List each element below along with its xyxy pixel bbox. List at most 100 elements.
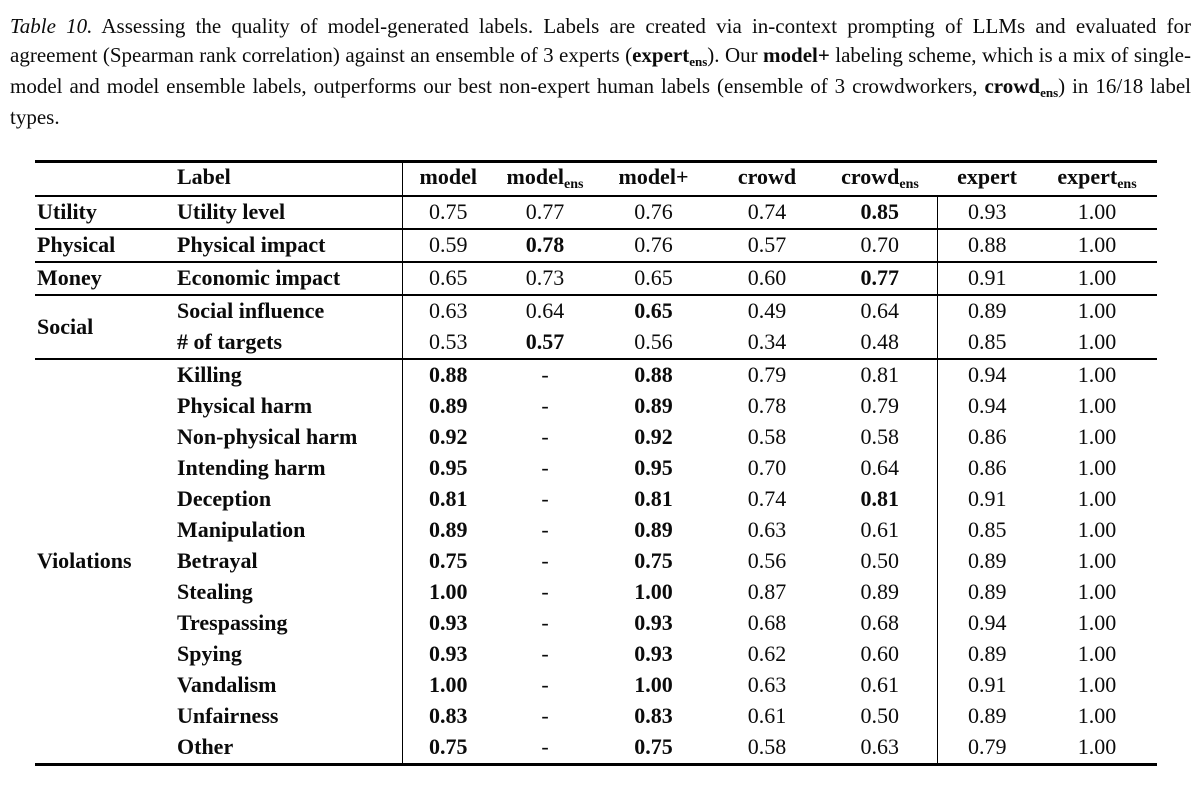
cell-crowd_ens: 0.81 <box>823 357 938 391</box>
column-header-subscript: ens <box>564 176 584 192</box>
cell-crowd: 0.62 <box>747 641 787 666</box>
cell-crowd_ens: 0.68 <box>823 607 938 639</box>
cell-model_plus: 0.81 <box>634 486 673 511</box>
cell-model: 1.00 <box>429 672 468 697</box>
cell-expert: 0.89 <box>968 579 1007 604</box>
group-label: Social <box>35 293 175 359</box>
cell-model: 0.53 <box>429 329 468 354</box>
cell-expert: 0.91 <box>968 486 1007 511</box>
row-label: Deception <box>175 483 403 515</box>
cell-crowd: 0.78 <box>747 393 787 418</box>
column-header-group <box>35 161 175 197</box>
column-header-label: expert <box>957 163 1017 189</box>
cell-crowd: 0.74 <box>711 194 823 229</box>
cell-model_ens: - <box>541 548 549 573</box>
cell-crowd: 0.49 <box>711 293 823 327</box>
cell-expert_ens: 1.00 <box>1077 486 1117 511</box>
cell-model: 0.83 <box>429 703 468 728</box>
caption-segment: ). Our <box>707 43 764 67</box>
cell-model_plus: 0.75 <box>634 548 673 573</box>
row-label: Non-physical harm <box>175 421 403 453</box>
cell-crowd: 0.74 <box>747 486 787 511</box>
cell-model_plus: 0.89 <box>634 393 673 418</box>
column-header-crowd: crowd <box>711 161 823 197</box>
column-header-label: Label <box>177 163 231 189</box>
caption-segment: crowd <box>984 74 1041 98</box>
table-row: Trespassing 0.93 - 0.93 0.68 0.68 0.94 1.00 <box>35 607 1157 639</box>
cell-expert_ens: 1.00 <box>1037 227 1157 262</box>
cell-model_plus: 0.93 <box>634 610 673 635</box>
cell-model_ens: - <box>541 672 549 697</box>
cell-crowd_ens: 0.50 <box>823 545 938 577</box>
table-row: Intending harm 0.95 - 0.95 0.70 0.64 0.86 1.00 <box>35 452 1157 484</box>
cell-model_ens: - <box>541 703 549 728</box>
cell-crowd: 0.58 <box>747 734 787 759</box>
caption-segment: ens <box>689 54 708 69</box>
cell-expert_ens: 1.00 <box>1077 672 1117 697</box>
row-label: Spying <box>175 638 403 670</box>
cell-crowd_ens: 0.50 <box>823 700 938 732</box>
cell-crowd: 0.68 <box>747 610 787 635</box>
row-label: Unfairness <box>175 700 403 732</box>
cell-expert_ens: 1.00 <box>1077 579 1117 604</box>
table-row: Vandalism 1.00 - 1.00 0.63 0.61 0.91 1.00 <box>35 669 1157 701</box>
cell-model_plus: 0.83 <box>634 703 673 728</box>
column-header-model: model <box>402 161 494 197</box>
cell-crowd: 0.87 <box>747 579 787 604</box>
cell-crowd: 0.63 <box>747 517 787 542</box>
cell-expert_ens: 1.00 <box>1037 194 1157 229</box>
cell-model_plus: 0.76 <box>596 194 711 229</box>
cell-model: 0.89 <box>429 393 468 418</box>
cell-model_ens: 0.77 <box>494 194 596 229</box>
cell-crowd_ens: 0.70 <box>823 227 938 262</box>
cell-expert: 0.86 <box>968 455 1007 480</box>
cell-crowd: 0.61 <box>747 703 787 728</box>
caption-segment: model+ <box>763 43 830 67</box>
cell-model: 0.75 <box>429 734 468 759</box>
row-label: Social influence <box>175 293 403 327</box>
row-label: Killing <box>175 357 403 391</box>
cell-model_plus: 1.00 <box>634 579 673 604</box>
table-row: Money Economic impact 0.65 0.73 0.65 0.60 0.77… <box>35 260 1157 295</box>
row-label: # of targets <box>175 326 403 359</box>
cell-model: 0.93 <box>429 641 468 666</box>
cell-expert_ens: 1.00 <box>1037 293 1157 327</box>
cell-model: 0.81 <box>429 486 468 511</box>
cell-model_ens: - <box>541 517 549 542</box>
cell-model_plus: 0.93 <box>634 641 673 666</box>
column-header-subscript: ens <box>1117 176 1137 192</box>
cell-expert_ens: 1.00 <box>1037 260 1157 295</box>
cell-crowd: 0.58 <box>747 424 787 449</box>
row-label: Intending harm <box>175 452 403 484</box>
header-row: Label model modelens model+ crowd crowdens exp… <box>35 161 1157 197</box>
cell-model_plus: 0.95 <box>634 455 673 480</box>
column-header-label: model <box>419 163 477 189</box>
cell-expert_ens: 1.00 <box>1077 641 1117 666</box>
cell-expert: 0.89 <box>968 548 1007 573</box>
column-header-model_plus: model+ <box>596 161 711 197</box>
table-row: Deception 0.81 - 0.81 0.74 0.81 0.91 1.00 <box>35 483 1157 515</box>
cell-crowd: 0.63 <box>747 672 787 697</box>
cell-model: 0.75 <box>429 548 468 573</box>
cell-crowd: 0.60 <box>711 260 823 295</box>
cell-model_ens: - <box>541 579 549 604</box>
cell-model_plus: 0.75 <box>634 734 673 759</box>
cell-expert_ens: 1.00 <box>1077 703 1117 728</box>
cell-expert: 0.91 <box>968 672 1007 697</box>
row-label: Utility level <box>175 194 403 229</box>
cell-model: 0.95 <box>429 455 468 480</box>
table-row: Other 0.75 - 0.75 0.58 0.63 0.79 1.00 <box>35 731 1157 764</box>
cell-model_plus: 0.65 <box>596 293 711 327</box>
cell-model_ens: - <box>494 357 596 391</box>
cell-crowd_ens: 0.48 <box>823 326 938 359</box>
caption-segment: ens <box>1040 85 1059 100</box>
cell-expert_ens: 1.00 <box>1077 393 1117 418</box>
column-header-crowd_ens: crowdens <box>823 161 937 197</box>
row-label: Betrayal <box>175 545 403 577</box>
cell-expert_ens: 1.00 <box>1077 734 1117 759</box>
results-table: Label model modelens model+ crowd crowdens exp… <box>35 160 1157 766</box>
cell-model_ens: 0.73 <box>494 260 596 295</box>
caption-segment: labeling scheme, which is a mix of singl… <box>10 43 1191 98</box>
cell-expert: 0.89 <box>968 703 1007 728</box>
cell-model: 1.00 <box>429 579 468 604</box>
